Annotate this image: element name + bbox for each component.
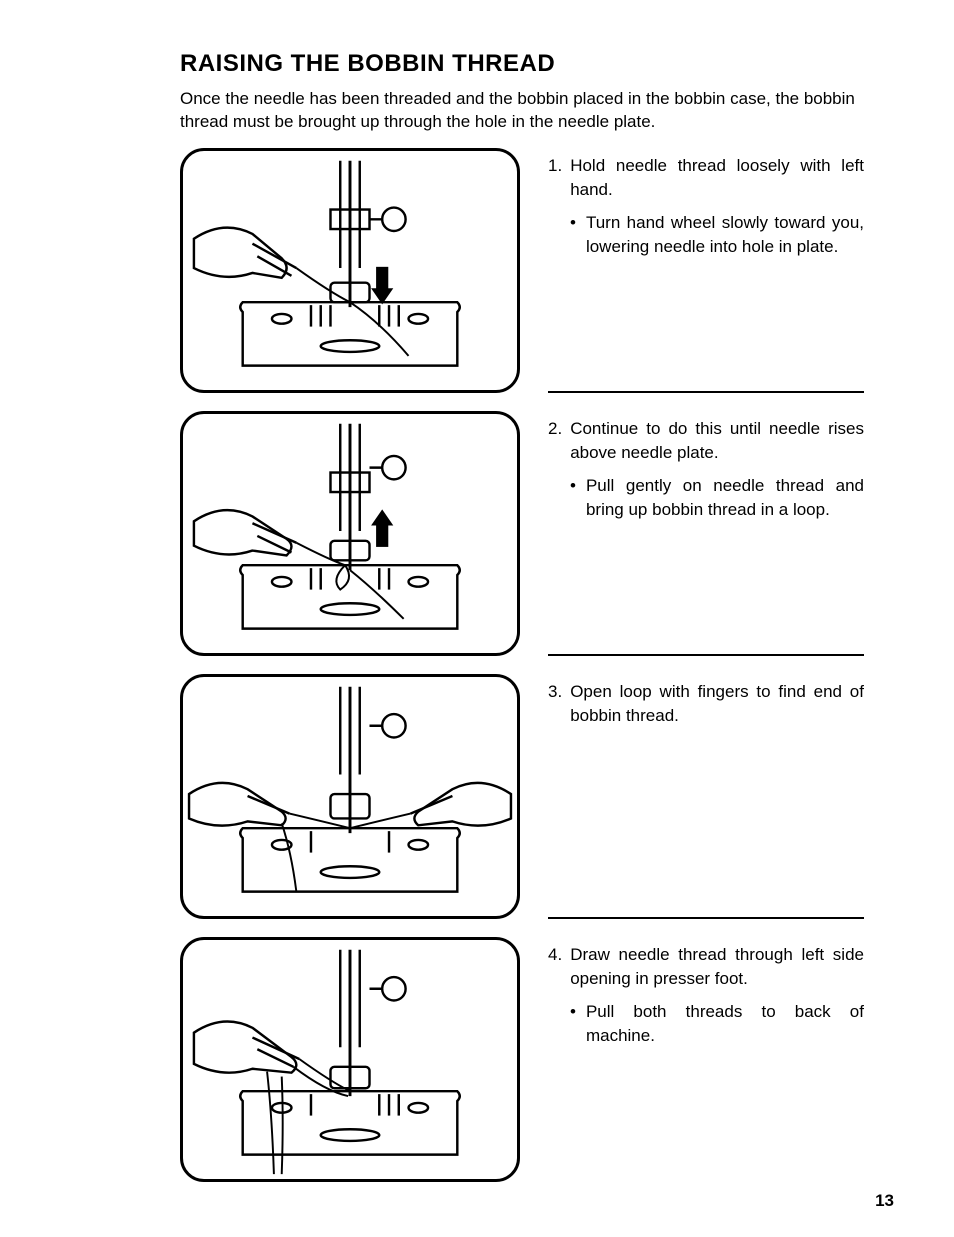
step-number: 1.	[548, 154, 562, 202]
intro-paragraph: Once the needle has been threaded and th…	[180, 88, 864, 134]
divider	[548, 654, 864, 656]
bullet-icon: •	[570, 1000, 576, 1048]
step-text: Draw needle thread through left side ope…	[570, 943, 864, 991]
step-row-4: 4. Draw needle thread through left side …	[180, 937, 864, 1182]
step-row-1: 1. Hold needle thread loosely with left …	[180, 148, 864, 393]
step-text-1: 1. Hold needle thread loosely with left …	[548, 148, 864, 393]
page-number: 13	[875, 1191, 894, 1211]
step-row-3: 3. Open loop with fingers to find end of…	[180, 674, 864, 919]
bullet-text: Pull gently on needle thread and bring u…	[586, 474, 864, 522]
bullet-text: Pull both threads to back of machine.	[586, 1000, 864, 1048]
step-text-3: 3. Open loop with fingers to find end of…	[548, 674, 864, 919]
page-title: RAISING THE BOBBIN THREAD	[180, 50, 864, 78]
step-row-2: 2. Continue to do this until needle rise…	[180, 411, 864, 656]
figure-4	[180, 937, 520, 1182]
divider	[548, 391, 864, 393]
step-text: Continue to do this until needle rises a…	[570, 417, 864, 465]
figure-3	[180, 674, 520, 919]
bullet-icon: •	[570, 211, 576, 259]
bullet-text: Turn hand wheel slowly toward you, lower…	[586, 211, 864, 259]
step-text-4: 4. Draw needle thread through left side …	[548, 937, 864, 1182]
bullet-icon: •	[570, 474, 576, 522]
step-text-2: 2. Continue to do this until needle rise…	[548, 411, 864, 656]
step-number: 3.	[548, 680, 562, 728]
step-number: 4.	[548, 943, 562, 991]
step-text: Open loop with fingers to find end of bo…	[570, 680, 864, 728]
figure-2	[180, 411, 520, 656]
step-number: 2.	[548, 417, 562, 465]
step-text: Hold needle thread loosely with left han…	[570, 154, 864, 202]
figure-1	[180, 148, 520, 393]
divider	[548, 917, 864, 919]
